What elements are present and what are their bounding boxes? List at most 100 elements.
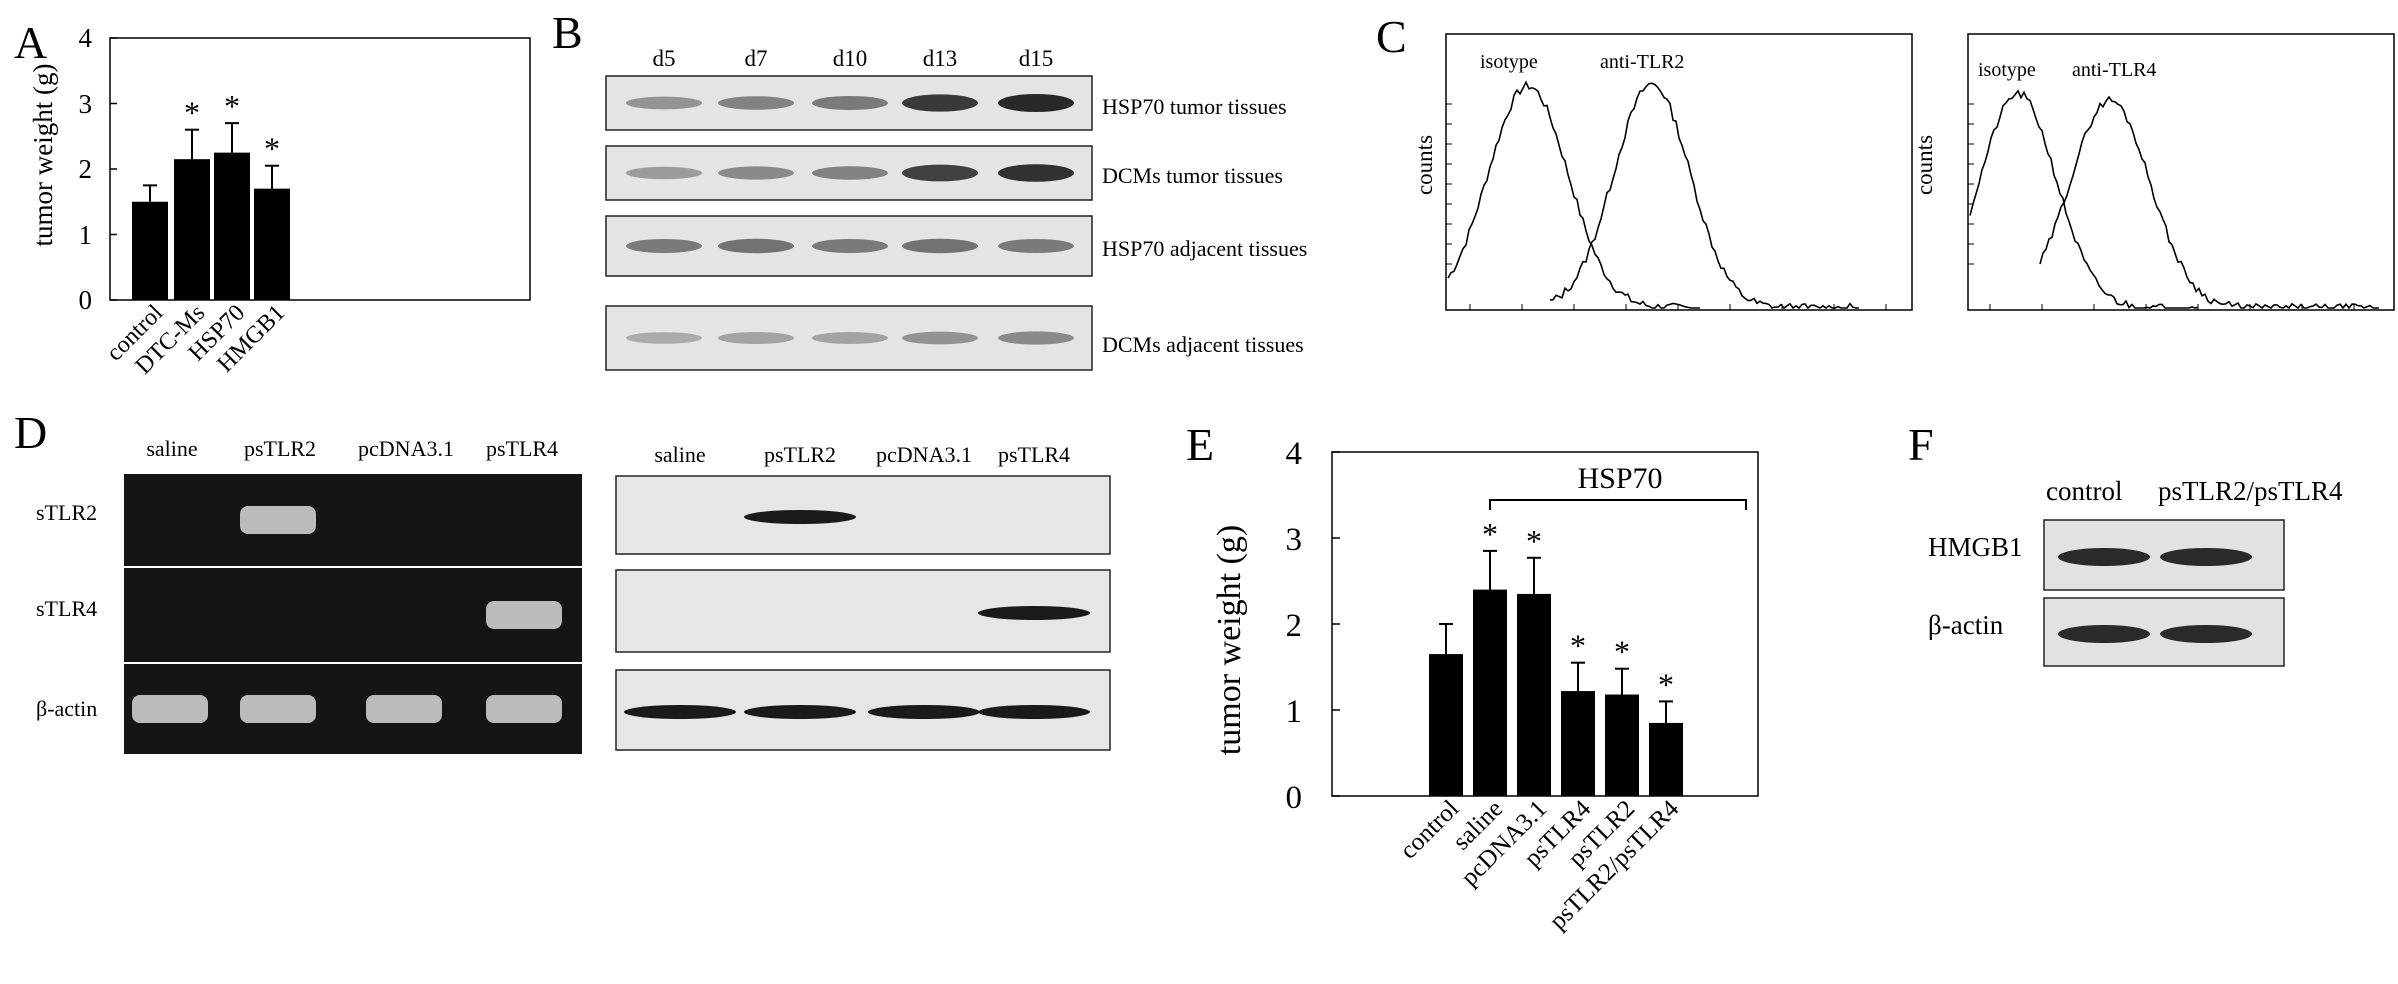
- blot-band: [2160, 548, 2252, 566]
- blot-band: [902, 164, 978, 182]
- blot-strip: [615, 475, 1111, 555]
- blot-band: [812, 239, 888, 253]
- blot-band: [902, 238, 978, 254]
- bar: [1605, 694, 1639, 796]
- gel-row-label: sTLR4: [36, 596, 97, 621]
- blot-band: [718, 238, 794, 254]
- antibody-curve: [2039, 95, 2379, 310]
- panel-b-row-label: HSP70 adjacent tissues: [1102, 236, 1307, 261]
- panel-e-bracket-label: HSP70: [1577, 462, 1662, 495]
- panel-b-blots: [605, 75, 1093, 371]
- panel-d-gel-lane-labels: saline psTLR2 pcDNA3.1 psTLR4: [146, 436, 558, 461]
- histogram-tlr4-isotype-label: isotype: [1978, 59, 2036, 81]
- histogram-tlr2-frame: [1445, 33, 1913, 311]
- panel-d-agarose-gel: [124, 474, 582, 754]
- histogram-tlr2-curves: [1446, 80, 1887, 310]
- histogram-tlr4-frame: [1967, 33, 2395, 311]
- panel-letter-e: E: [1186, 419, 1214, 470]
- panel-e-ytick: 4: [1286, 436, 1303, 472]
- gel-band: [240, 506, 316, 534]
- blot-lane-label: saline: [654, 442, 705, 467]
- blot-row-label: HMGB1: [1928, 532, 2023, 562]
- panel-a-yticks: 0 1 2 3 4: [79, 23, 93, 315]
- panel-f-blots: [2043, 519, 2285, 667]
- panel-e-bracket: [1489, 499, 1747, 510]
- blot-lane-label: control: [2046, 476, 2122, 506]
- panel-a-bars: control*DTC-Ms*HSP70*HMGB1: [102, 37, 290, 380]
- histogram-tlr4-antibody-label: anti-TLR4: [2072, 59, 2156, 81]
- gel-strip: [124, 474, 582, 566]
- significance-marker: *: [224, 88, 240, 124]
- bar: [1473, 589, 1507, 796]
- blot-band: [998, 94, 1074, 112]
- bar: [254, 188, 290, 300]
- bar: [1517, 593, 1551, 796]
- panel-e-bars: control*saline*pcDNA3.1*psTLR4*psTLR2*ps…: [1332, 451, 1685, 935]
- isotype-curve: [1447, 80, 1700, 309]
- panel-d-blot-lane-labels: saline psTLR2 pcDNA3.1 psTLR4: [654, 442, 1070, 467]
- bar: [132, 201, 168, 300]
- panel-letter-c: C: [1376, 11, 1407, 62]
- blot-band: [2058, 625, 2150, 643]
- panel-e-yticks: 0 1 2 3 4: [1286, 436, 1303, 816]
- panel-a-ytick: 3: [79, 89, 93, 119]
- histogram-tlr2: counts isotype anti-TLR2: [1412, 33, 1913, 311]
- bar: [1429, 654, 1463, 796]
- gel-row-label: sTLR2: [36, 500, 97, 525]
- histogram-tlr2-ylabel: counts: [1412, 135, 1437, 195]
- panel-b-row-label: HSP70 tumor tissues: [1102, 94, 1287, 119]
- day-label: d10: [833, 46, 868, 71]
- panel-a: A tumor weight (g) control*DTC-Ms*HSP70*…: [14, 17, 531, 380]
- gel-band: [240, 695, 316, 723]
- panel-b-row-label: DCMs adjacent tissues: [1102, 332, 1304, 357]
- blot-band: [998, 164, 1074, 182]
- blot-band: [718, 96, 794, 110]
- blot-lane-label: psTLR2: [764, 442, 836, 467]
- gel-lane-label: psTLR4: [486, 436, 558, 461]
- panel-a-ytick: 4: [79, 23, 93, 53]
- gel-band: [486, 695, 562, 723]
- bar: [214, 152, 250, 300]
- bar: [1649, 722, 1683, 796]
- blot-band: [626, 96, 702, 110]
- antibody-curve: [1550, 82, 1859, 310]
- panel-e-ytick: 2: [1286, 608, 1303, 644]
- blot-lane-label: pcDNA3.1: [876, 442, 972, 467]
- bar: [1561, 691, 1595, 796]
- panel-letter-a: A: [14, 17, 47, 68]
- blot-band: [998, 239, 1074, 253]
- blot-band: [902, 331, 978, 345]
- gel-lane-label: psTLR2: [244, 436, 316, 461]
- panel-e: E tumor weight (g) 0 1 2 3 4 HSP70 contr…: [1186, 419, 1759, 935]
- histogram-tlr2-isotype-label: isotype: [1480, 51, 1538, 73]
- isotype-curve: [1969, 89, 2199, 310]
- histogram-tlr4-curves: [1968, 89, 2379, 310]
- blot-band: [626, 332, 702, 344]
- panel-c: C counts isotype anti-TLR2 counts isotyp…: [1376, 11, 2395, 311]
- blot-band: [812, 166, 888, 180]
- blot-band: [2058, 548, 2150, 566]
- blot-band: [626, 239, 702, 253]
- day-label: d13: [923, 46, 958, 71]
- panel-e-ytick: 0: [1286, 780, 1303, 816]
- significance-marker: *: [1526, 523, 1542, 559]
- panel-b-row-label: DCMs tumor tissues: [1102, 163, 1283, 188]
- blot-band: [626, 166, 702, 180]
- significance-marker: *: [264, 131, 280, 167]
- day-label: d15: [1019, 46, 1054, 71]
- gel-lane-label: saline: [146, 436, 197, 461]
- panel-letter-f: F: [1908, 419, 1934, 470]
- panel-a-plot-frame: [109, 37, 531, 301]
- blot-band: [812, 96, 888, 110]
- bar: [174, 159, 210, 300]
- gel-band: [486, 601, 562, 629]
- blot-band: [868, 705, 980, 719]
- panel-letter-d: D: [14, 407, 47, 458]
- significance-marker: *: [1482, 516, 1498, 552]
- significance-marker: *: [1614, 634, 1630, 670]
- blot-band: [744, 705, 856, 719]
- panel-a-ytick: 0: [79, 285, 93, 315]
- blot-band: [978, 705, 1090, 719]
- blot-band: [2160, 625, 2252, 643]
